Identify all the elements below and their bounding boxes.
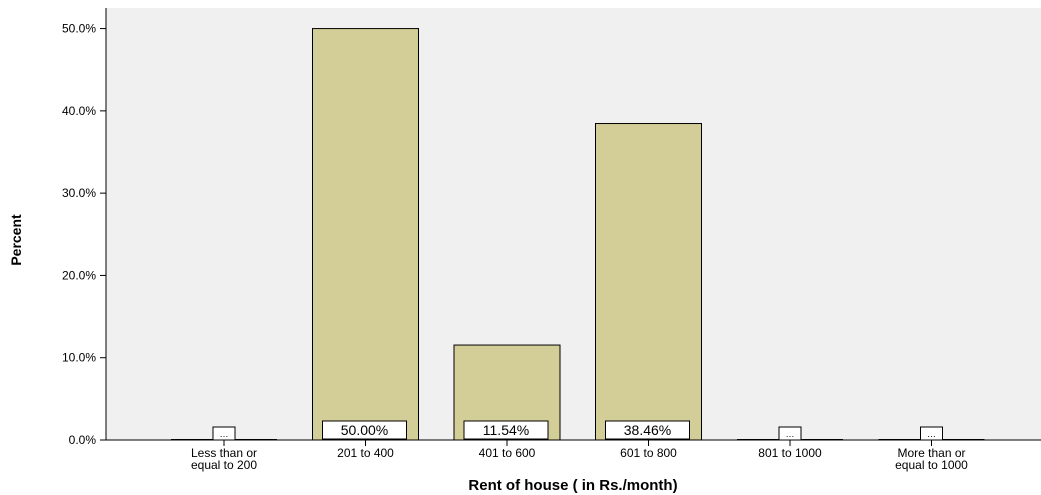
y-tick-label: 40.0%	[62, 104, 96, 118]
y-tick-label: 30.0%	[62, 186, 96, 200]
data-label-box	[605, 420, 690, 440]
y-axis-ticks: 0.0% 10.0% 20.0% 30.0% 40.0% 50.0%	[62, 22, 106, 447]
y-tick-label: 10.0%	[62, 351, 96, 365]
x-tick-label: 801 to 1000	[758, 446, 822, 460]
x-tick-label: equal to 1000	[895, 458, 968, 472]
data-label: …	[786, 429, 795, 439]
plot-area	[106, 8, 1041, 440]
x-tick-label: 201 to 400	[337, 446, 394, 460]
x-tick-label: Less than or	[191, 446, 257, 460]
bar	[595, 123, 702, 441]
data-label: 38.46%	[624, 422, 671, 438]
data-label: 11.54%	[483, 422, 529, 438]
x-tick-label: More than or	[897, 446, 965, 460]
data-labels: … 50.00% 11.54% 38.46% … …	[212, 420, 943, 441]
y-tick-label: 0.0%	[69, 433, 97, 447]
y-axis-title: Percent	[8, 214, 24, 266]
data-label: …	[220, 429, 229, 439]
data-label-box	[322, 420, 407, 440]
data-label-box	[463, 420, 549, 440]
bars	[171, 28, 985, 441]
x-tick-label: 601 to 800	[620, 446, 677, 460]
x-axis-title: Rent of house ( in Rs./month)	[468, 477, 677, 494]
x-tick-label: equal to 200	[191, 458, 257, 472]
y-tick-label: 20.0%	[62, 268, 96, 282]
bar	[312, 28, 419, 441]
data-label: 50.00%	[341, 422, 388, 438]
data-label: …	[927, 429, 936, 439]
x-tick-label: 401 to 600	[479, 446, 536, 460]
y-tick-label: 50.0%	[62, 22, 96, 36]
